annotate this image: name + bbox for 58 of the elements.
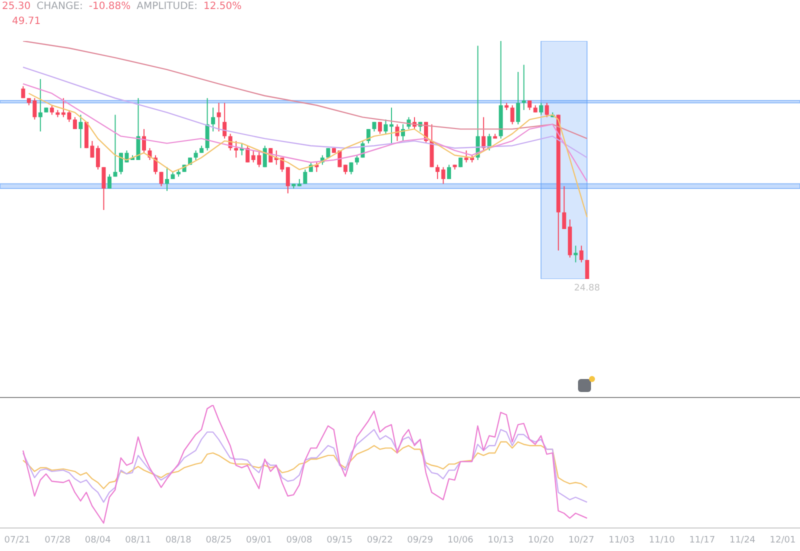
x-tick-label: 08/25 bbox=[206, 535, 232, 546]
x-tick-label: 10/20 bbox=[528, 535, 554, 546]
candlestick bbox=[286, 166, 290, 194]
candlestick bbox=[159, 171, 164, 187]
candlestick bbox=[436, 164, 440, 180]
candlestick bbox=[142, 128, 146, 154]
candlestick bbox=[102, 166, 106, 210]
candlestick bbox=[96, 145, 100, 170]
candlestick bbox=[222, 102, 227, 140]
candlestick bbox=[579, 245, 584, 263]
x-tick-label: 09/01 bbox=[246, 535, 272, 546]
candlestick bbox=[539, 102, 544, 116]
x-tick-label: 09/29 bbox=[407, 535, 434, 546]
candlestick bbox=[246, 145, 250, 163]
candlestick bbox=[354, 154, 359, 166]
x-tick-label: 07/28 bbox=[44, 535, 71, 546]
candlestick bbox=[528, 100, 532, 111]
x-tick-label: 09/08 bbox=[286, 535, 313, 546]
candlestick bbox=[154, 154, 158, 175]
candlestick bbox=[165, 166, 170, 192]
candlestick bbox=[510, 104, 514, 125]
x-tick-label: 11/03 bbox=[608, 535, 635, 546]
candlestick bbox=[136, 98, 140, 160]
candlestick bbox=[113, 114, 118, 178]
text: 49.71 bbox=[12, 16, 41, 27]
candlestick bbox=[216, 102, 221, 132]
text: 25.30 CHANGE: -10.88% AMPLITUDE: 12.50% bbox=[2, 1, 242, 12]
x-tick-label: 09/15 bbox=[326, 535, 353, 546]
candlestick bbox=[482, 116, 486, 151]
x-tick-label: 11/10 bbox=[648, 535, 676, 546]
candlestick bbox=[78, 114, 83, 149]
candlestick bbox=[522, 64, 526, 111]
candlestick bbox=[544, 102, 549, 118]
candlestick bbox=[50, 104, 54, 116]
x-tick-label: 11/24 bbox=[729, 535, 756, 546]
x-tick-label: 08/11 bbox=[125, 535, 152, 546]
candlestick bbox=[107, 174, 112, 190]
x-tick-label: 10/13 bbox=[488, 535, 514, 546]
candlestick bbox=[441, 166, 446, 184]
candlestick bbox=[366, 128, 370, 144]
annotation: 24.88 bbox=[574, 283, 600, 294]
x-tick-label: 08/04 bbox=[84, 535, 112, 546]
candlestick bbox=[194, 150, 198, 160]
x-tick-label: 07/21 bbox=[4, 535, 30, 546]
candlestick bbox=[211, 107, 216, 132]
candlestick bbox=[303, 169, 308, 184]
x-tick-label: 10/06 bbox=[447, 535, 474, 546]
candlestick bbox=[447, 164, 452, 180]
candlestick bbox=[234, 140, 238, 158]
x-tick-label: 12/01 bbox=[770, 535, 796, 546]
x-tick-label: 09/22 bbox=[366, 535, 393, 546]
x-tick-label: 08/18 bbox=[165, 535, 192, 546]
x-tick-label: 10/27 bbox=[568, 535, 594, 546]
candlestick bbox=[516, 71, 520, 125]
x-tick-label: 11/17 bbox=[689, 535, 716, 546]
candlestick bbox=[38, 78, 42, 132]
candlestick bbox=[562, 186, 566, 230]
candlestick bbox=[384, 119, 388, 134]
